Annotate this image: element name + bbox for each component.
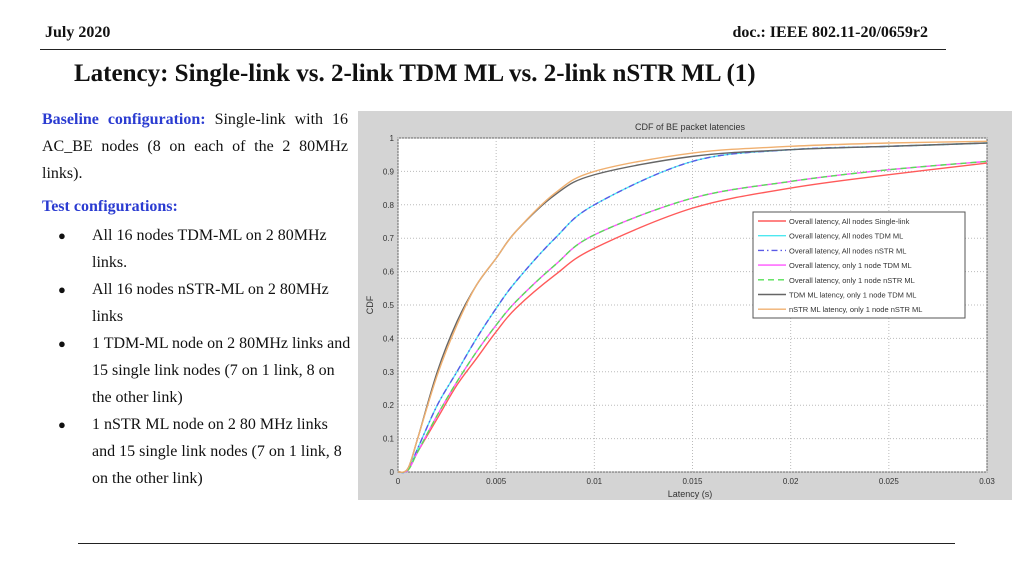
y-tick-label: 0.5 [383, 301, 395, 310]
y-tick-label: 0.3 [383, 368, 395, 377]
cdf-chart: 0 0.005 0.01 0.015 0.02 0.025 0.03 0 0.1 0.2 0.3 0.… [358, 111, 1012, 500]
y-tick-label: 0 [390, 468, 395, 477]
y-tick-label: 0.8 [383, 201, 395, 210]
x-tick-label: 0.02 [783, 477, 799, 486]
legend-entry: Overall latency, All nodes nSTR ML [789, 246, 906, 255]
y-tick-label: 0.6 [383, 268, 395, 277]
y-tick-label: 0.4 [383, 334, 395, 343]
list-item: All 16 nodes TDM-ML on 2 80MHz links. [58, 222, 332, 276]
x-axis-label: Latency (s) [668, 489, 713, 499]
footer-rule [78, 543, 955, 544]
legend-entry: nSTR ML latency, only 1 node nSTR ML [789, 305, 922, 314]
chart-title: CDF of BE packet latencies [635, 122, 746, 132]
legend-entry: Overall latency, All nodes Single-link [789, 217, 910, 226]
test-list: All 16 nodes TDM-ML on 2 80MHz links. Al… [42, 222, 350, 492]
chart-svg: 0 0.005 0.01 0.015 0.02 0.025 0.03 0 0.1 0.2 0.3 0.… [365, 122, 995, 499]
header-date: July 2020 [45, 24, 111, 41]
y-axis-label: CDF [365, 295, 375, 314]
x-tick-label: 0.01 [587, 477, 603, 486]
baseline-label: Baseline configuration: [42, 111, 206, 128]
header-rule [40, 49, 946, 50]
baseline-text: Single-link with 16 AC_BE nodes (8 on ea… [42, 111, 348, 182]
legend-entry: Overall latency, only 1 node TDM ML [789, 261, 912, 270]
baseline-paragraph: Baseline configuration: Single-link with… [42, 106, 348, 187]
y-tick-label: 0.7 [383, 234, 395, 243]
legend-entry: Overall latency, All nodes TDM ML [789, 232, 903, 241]
list-item: 1 nSTR ML node on 2 80 MHz links and 15 … [58, 411, 354, 492]
y-tick-label: 0.2 [383, 401, 395, 410]
series-line [397, 160, 988, 474]
left-text: Baseline configuration: Single-link with… [42, 106, 350, 492]
legend-entry: Overall latency, only 1 node nSTR ML [789, 276, 915, 285]
legend-entry: TDM ML latency, only 1 node TDM ML [789, 291, 916, 300]
header-doc-id: doc.: IEEE 802.11-20/0659r2 [732, 24, 928, 41]
test-label: Test configurations: [42, 198, 178, 215]
x-tick-label: 0.015 [682, 477, 703, 486]
legend-box [752, 211, 966, 319]
x-tick-label: 0.005 [486, 477, 507, 486]
y-tick-label: 1 [390, 134, 395, 143]
slide-title: Latency: Single-link vs. 2-link TDM ML v… [74, 60, 756, 87]
y-tick-label: 0.9 [383, 167, 395, 176]
x-tick-label: 0.025 [879, 477, 900, 486]
legend: Overall latency, All nodes Single-link Ov… [752, 211, 966, 319]
x-tick-label: 0 [396, 477, 401, 486]
list-item: All 16 nodes nSTR-ML on 2 80MHz links [58, 276, 332, 330]
list-item: 1 TDM-ML node on 2 80MHz links and 15 si… [58, 330, 354, 411]
y-tick-label: 0.1 [383, 435, 395, 444]
x-tick-label: 0.03 [979, 477, 995, 486]
series-line [397, 140, 988, 473]
